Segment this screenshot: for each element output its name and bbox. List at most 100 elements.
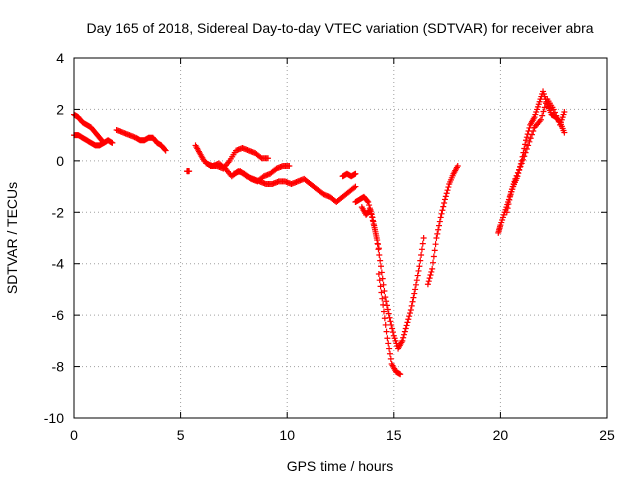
data-point bbox=[388, 321, 395, 328]
data-point bbox=[519, 156, 526, 163]
data-point bbox=[518, 160, 525, 167]
data-point bbox=[440, 203, 447, 210]
data-point bbox=[439, 207, 446, 214]
data-point bbox=[366, 202, 373, 209]
data-point bbox=[553, 112, 560, 119]
data-point bbox=[404, 319, 411, 326]
data-point bbox=[373, 232, 380, 239]
data-point bbox=[162, 147, 169, 154]
data-point bbox=[505, 201, 512, 208]
data-point bbox=[541, 104, 548, 111]
data-point bbox=[367, 206, 374, 213]
data-points bbox=[71, 88, 568, 378]
data-point bbox=[403, 322, 410, 329]
data-point bbox=[378, 289, 385, 296]
grid bbox=[74, 58, 607, 418]
series-seg-g-side bbox=[358, 204, 382, 252]
data-point bbox=[516, 166, 523, 173]
data-point bbox=[381, 315, 388, 322]
data-point bbox=[432, 241, 439, 248]
data-point bbox=[561, 109, 568, 115]
data-point bbox=[406, 313, 413, 320]
series-seg-e bbox=[230, 168, 359, 205]
data-point bbox=[382, 321, 389, 328]
data-point bbox=[425, 278, 432, 285]
axis-ticks: 0 5 10 15 20 25 -10 -8 -6 -4 -2 0 2 4 bbox=[44, 50, 615, 443]
data-point bbox=[418, 246, 425, 253]
data-point bbox=[504, 205, 511, 212]
x-tick-label: 0 bbox=[70, 427, 78, 443]
y-tick-label: -10 bbox=[44, 410, 64, 426]
data-point bbox=[377, 283, 384, 290]
y-tick-label: -2 bbox=[52, 204, 65, 220]
data-point bbox=[427, 272, 434, 279]
data-point bbox=[265, 155, 272, 162]
series-seg-i bbox=[495, 88, 568, 236]
x-axis-label: GPS time / hours bbox=[287, 458, 394, 474]
data-point bbox=[522, 141, 529, 148]
series-seg-h bbox=[424, 163, 461, 288]
data-point bbox=[405, 316, 412, 323]
y-tick-label: -6 bbox=[52, 307, 65, 323]
y-tick-label: 2 bbox=[56, 101, 64, 117]
data-point bbox=[380, 308, 387, 315]
data-point bbox=[418, 251, 425, 258]
data-point bbox=[379, 295, 386, 302]
plot-frame bbox=[73, 57, 608, 419]
data-point bbox=[412, 286, 419, 293]
data-point bbox=[540, 108, 547, 115]
data-point bbox=[383, 298, 390, 305]
data-point bbox=[437, 214, 444, 221]
data-point bbox=[503, 209, 510, 216]
data-point bbox=[525, 142, 532, 149]
data-point bbox=[410, 294, 417, 301]
data-point bbox=[372, 228, 379, 235]
data-point bbox=[376, 251, 383, 258]
x-tick-label: 15 bbox=[386, 427, 402, 443]
data-point bbox=[512, 175, 519, 182]
data-point bbox=[109, 139, 116, 146]
data-point bbox=[554, 115, 561, 122]
data-point bbox=[401, 331, 408, 338]
data-point bbox=[435, 222, 442, 229]
data-point bbox=[389, 325, 396, 332]
data-point bbox=[522, 149, 529, 156]
data-point bbox=[517, 163, 524, 170]
series-seg-f bbox=[339, 170, 359, 180]
data-point bbox=[407, 307, 414, 313]
data-point bbox=[445, 184, 452, 191]
data-point bbox=[438, 210, 445, 217]
data-point bbox=[374, 237, 381, 244]
data-point bbox=[522, 137, 529, 144]
data-point bbox=[441, 200, 448, 207]
y-tick-label: 0 bbox=[56, 153, 64, 169]
data-point bbox=[435, 226, 442, 233]
data-point bbox=[443, 190, 450, 197]
data-point bbox=[523, 146, 530, 153]
chart-title: Day 165 of 2018, Sidereal Day-to-day VTE… bbox=[86, 20, 593, 36]
data-point bbox=[371, 224, 378, 231]
data-point bbox=[513, 172, 520, 179]
y-tick-label: -8 bbox=[52, 359, 65, 375]
data-point bbox=[430, 259, 437, 266]
x-tick-label: 25 bbox=[599, 427, 615, 443]
data-point bbox=[352, 170, 359, 177]
series-seg-g-main bbox=[352, 193, 427, 352]
x-tick-label: 5 bbox=[177, 427, 185, 443]
data-point bbox=[408, 302, 415, 309]
data-point bbox=[444, 187, 451, 194]
data-point bbox=[412, 281, 419, 288]
data-point bbox=[441, 196, 448, 203]
data-point bbox=[527, 135, 534, 142]
data-point bbox=[378, 263, 385, 270]
x-tick-label: 20 bbox=[493, 427, 509, 443]
data-point bbox=[383, 328, 390, 335]
data-point bbox=[433, 235, 440, 241]
data-point bbox=[387, 318, 394, 325]
data-point bbox=[370, 221, 377, 228]
data-point bbox=[384, 306, 391, 313]
data-point bbox=[407, 310, 414, 317]
data-point bbox=[424, 281, 431, 288]
